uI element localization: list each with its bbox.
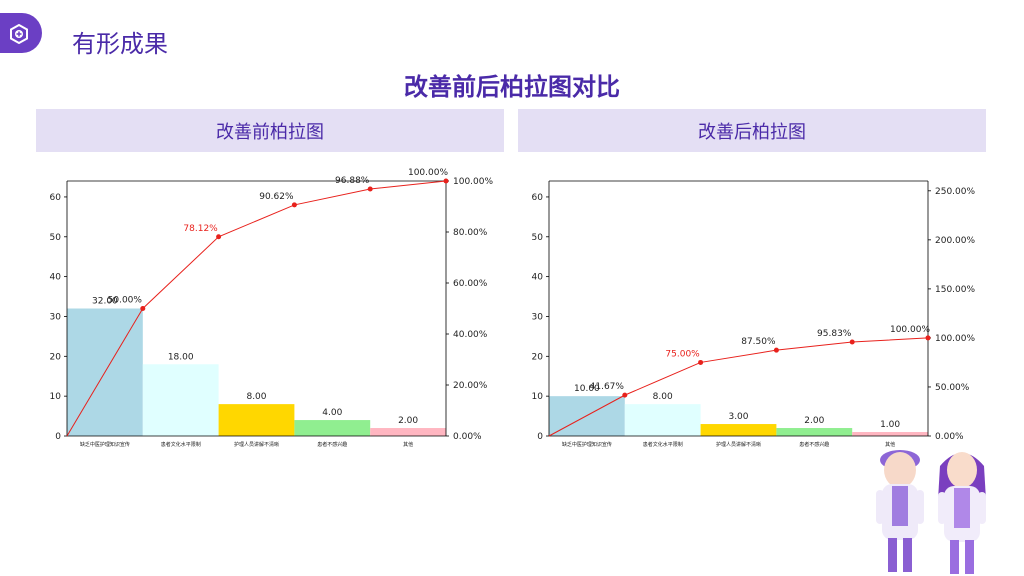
cumulative-point: [443, 178, 449, 184]
bar-value-label: 32.00: [92, 297, 118, 307]
y-tick-label: 40: [50, 273, 62, 283]
panel-title-before: 改善前柏拉图: [36, 109, 504, 152]
pareto-chart-before: 32.00 18.00 8.00 4.00 2.00 0 10 20 30 40 50 60 0.00%…: [50, 168, 494, 448]
bar-value-label: 2.00: [804, 416, 824, 426]
y2-tick-label: 20.00%: [453, 381, 488, 391]
x-tick-label: 患者不感兴趣: [317, 441, 347, 448]
x-tick-label: 缺乏中医护理知识宣传: [80, 441, 130, 448]
cumulative-label: 96.88%: [335, 176, 370, 186]
bar: [370, 428, 446, 436]
bar-value-label: 3.00: [728, 412, 748, 422]
bar-value-label: 10.00: [574, 384, 600, 394]
y2-tick-label: 80.00%: [453, 228, 488, 238]
x-tick-label: 护理人员讲解不清晰: [234, 441, 279, 448]
bar-value-label: 18.00: [168, 352, 194, 362]
x-tick-label: 护理人员讲解不清晰: [716, 441, 761, 448]
y-tick-label: 20: [532, 352, 544, 362]
cumulative-point: [622, 392, 628, 398]
y2-tick-label: 250.00%: [935, 187, 975, 197]
x-tick-label: 缺乏中医护理知识宣传: [562, 441, 612, 448]
cumulative-point: [216, 234, 222, 240]
y2-tick-label: 40.00%: [453, 330, 488, 340]
y-tick-label: 40: [532, 273, 544, 283]
y-tick-label: 50: [532, 233, 544, 243]
cumulative-label: 41.67%: [590, 382, 625, 392]
cumulative-point: [291, 202, 297, 208]
x-tick-label: 其他: [403, 441, 413, 448]
y-tick-label: 10: [50, 392, 62, 402]
cumulative-label: 95.83%: [817, 329, 852, 339]
bar-value-label: 8.00: [653, 392, 673, 402]
y2-tick-label: 200.00%: [935, 236, 975, 246]
bar: [294, 420, 371, 436]
x-tick-label: 患者不感兴趣: [799, 441, 829, 448]
y2-tick-label: 150.00%: [935, 285, 975, 295]
y-tick-label: 60: [532, 193, 544, 203]
y-tick-label: 30: [50, 312, 62, 322]
bar: [624, 404, 701, 436]
y2-tick-label: 50.00%: [935, 383, 970, 393]
cumulative-label: 90.62%: [259, 192, 294, 202]
bar-value-label: 2.00: [398, 416, 418, 426]
bar: [852, 432, 928, 436]
y-tick-label: 10: [532, 392, 544, 402]
cumulative-label: 78.12%: [183, 224, 218, 234]
slide-title: 有形成果: [72, 30, 168, 58]
y2-tick-label: 100.00%: [453, 177, 493, 187]
x-tick-label: 患者文化水平限制: [161, 441, 201, 448]
bar-value-label: 4.00: [322, 408, 342, 418]
cumulative-label: 87.50%: [741, 337, 776, 347]
main-title: 改善前后柏拉图对比: [404, 73, 620, 101]
cumulative-label: 50.00%: [108, 296, 143, 306]
y-tick-label: 0: [537, 432, 543, 442]
y2-tick-label: 0.00%: [453, 432, 482, 442]
y2-tick-label: 100.00%: [935, 334, 975, 344]
panel-title-after: 改善后柏拉图: [518, 109, 986, 152]
x-tick-label: 患者文化水平限制: [643, 441, 683, 448]
y-tick-label: 20: [50, 352, 62, 362]
cumulative-line: [66, 180, 447, 437]
y2-tick-label: 0.00%: [935, 432, 964, 442]
y-tick-label: 50: [50, 233, 62, 243]
bar: [142, 364, 219, 436]
nurse-illustration: [876, 450, 986, 574]
pareto-chart-after: 10.00 8.00 3.00 2.00 1.00 0 10 20 30 40 50 60 0.00% 5…: [532, 180, 975, 448]
cumulative-point: [140, 306, 146, 311]
cumulative-point: [849, 339, 855, 345]
x-tick-label: 其他: [885, 441, 895, 448]
cumulative-point: [367, 186, 373, 192]
cumulative-label: 100.00%: [408, 168, 448, 178]
nurse-right: [938, 452, 986, 574]
bar-value-label: 1.00: [880, 420, 900, 430]
bar: [776, 428, 853, 436]
bar: [700, 424, 777, 436]
hexagon-plus-icon: [10, 24, 28, 44]
cumulative-point: [925, 335, 931, 341]
cumulative-label: 75.00%: [665, 349, 700, 359]
cumulative-label: 100.00%: [890, 325, 930, 335]
y-tick-label: 30: [532, 312, 544, 322]
y-tick-label: 60: [50, 193, 62, 203]
cumulative-point: [773, 347, 779, 353]
section-badge: [0, 13, 42, 53]
cumulative-line: [548, 337, 929, 437]
bar: [218, 404, 295, 436]
bar-value-label: 8.00: [246, 392, 266, 402]
cumulative-point: [698, 359, 704, 365]
y-tick-label: 0: [55, 432, 61, 442]
y2-tick-label: 60.00%: [453, 279, 488, 289]
nurse-left: [876, 450, 924, 572]
